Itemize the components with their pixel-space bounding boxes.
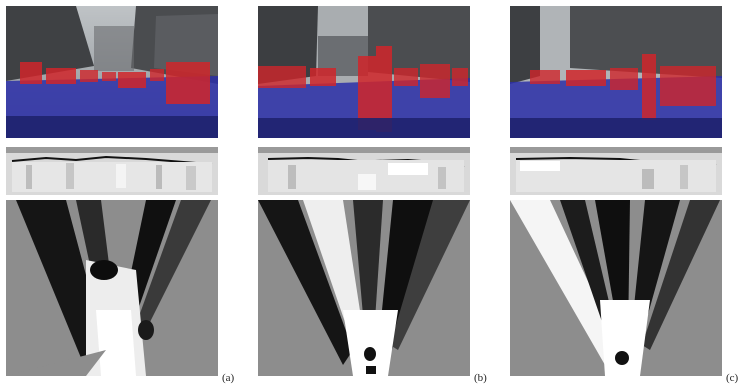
depth-strip-c: [510, 147, 722, 195]
segmentation-image-b: [258, 6, 470, 138]
depth-strip-a: [6, 147, 218, 195]
occupancy-map-b: [258, 200, 470, 376]
segmentation-image-a: [6, 6, 218, 138]
occupancy-map-a: [6, 200, 218, 376]
subfigure-label-c: (c): [726, 372, 739, 384]
subfigure-label-b: (b): [474, 372, 487, 384]
subfigure-label-a: (a): [222, 372, 235, 384]
depth-strip-b: [258, 147, 470, 195]
occupancy-map-c: [510, 200, 722, 376]
segmentation-image-c: [510, 6, 722, 138]
